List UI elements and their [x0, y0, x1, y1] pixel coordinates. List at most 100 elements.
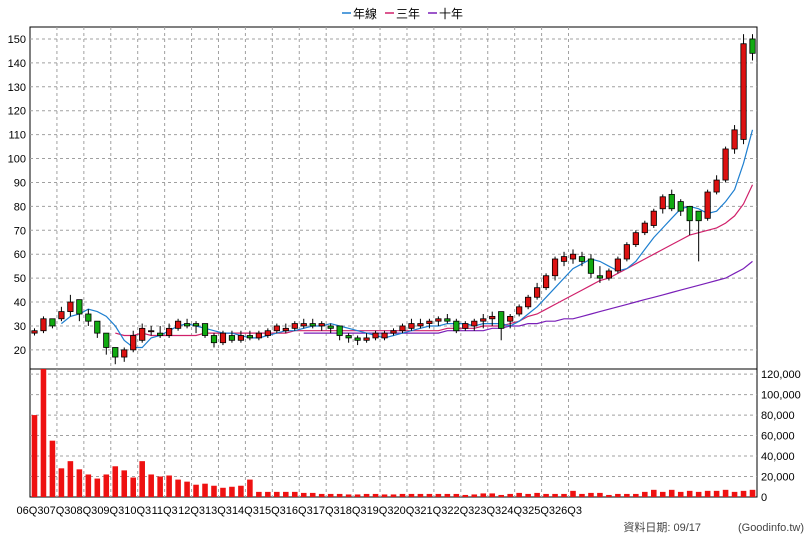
price-tick-label: 110 [8, 130, 26, 142]
candle-body [408, 323, 415, 329]
candle [67, 294, 74, 317]
volume-bar [444, 493, 451, 497]
price-tick-label: 100 [8, 154, 26, 166]
candle [157, 325, 164, 338]
candle [282, 323, 289, 334]
candle-body [731, 129, 738, 150]
volume-bar [184, 481, 190, 497]
candle [659, 194, 666, 214]
volume-bar [148, 474, 154, 497]
candle [166, 323, 173, 338]
volume-bar [283, 491, 289, 497]
candle [444, 313, 451, 324]
candle-body [94, 320, 101, 334]
price-tick-label: 120 [8, 106, 26, 118]
candle [31, 328, 38, 336]
quarter-label: 22Q3 [447, 505, 474, 517]
candle-body [246, 335, 253, 339]
candle-body [399, 325, 406, 332]
candle [704, 189, 711, 221]
volume-bar [381, 494, 388, 497]
candle [650, 208, 657, 228]
volume-bar [399, 493, 406, 497]
candle [273, 323, 280, 334]
volume-bar [713, 490, 720, 497]
candle-body [569, 253, 577, 260]
candle-body [192, 323, 200, 327]
candle [336, 325, 343, 341]
volume-bar [579, 493, 585, 497]
volume-bar [94, 478, 101, 497]
volume-bars [31, 369, 756, 497]
volume-bar [112, 466, 119, 497]
volume-tick-label: 60,000 [761, 431, 795, 443]
candle [632, 230, 639, 248]
volume-bar [471, 494, 478, 497]
volume-bar [67, 461, 74, 497]
candle-body [587, 258, 595, 274]
candle-body [417, 323, 424, 327]
candle [49, 318, 56, 329]
candle [587, 254, 595, 279]
volume-bar [740, 490, 747, 497]
quarter-label: 17Q3 [313, 505, 340, 517]
quarter-label: 16Q3 [286, 505, 313, 517]
candle-body [264, 330, 271, 336]
candle [94, 320, 101, 338]
volume-bar [247, 479, 253, 497]
candle-body [49, 318, 56, 327]
volume-bar [498, 494, 504, 497]
volume-bar [453, 493, 460, 497]
candle-body [201, 323, 209, 336]
candle [327, 323, 334, 334]
candle-body [336, 325, 343, 336]
candle [354, 335, 361, 346]
candle [130, 330, 137, 353]
candle [623, 242, 630, 262]
volume-tick-label: 40,000 [761, 451, 795, 463]
volume-bar [435, 493, 442, 497]
price-tick-label: 20 [14, 345, 26, 357]
candle [201, 323, 209, 338]
candle-body [291, 323, 298, 329]
volume-bar [480, 493, 487, 497]
volume-bar [363, 493, 370, 497]
candle [318, 321, 325, 331]
candle [139, 323, 146, 343]
volume-plot-frame [29, 368, 758, 498]
candle-body [363, 337, 370, 341]
volume-tick-label: 0 [761, 492, 767, 504]
quarter-label: 08Q3 [70, 505, 97, 517]
candle-body [578, 256, 586, 262]
quarter-label: 07Q3 [43, 505, 70, 517]
candle [219, 330, 227, 346]
legend-label: 三年 [396, 7, 420, 21]
candle-body [641, 222, 648, 234]
candle-body [614, 258, 621, 272]
candle-body [76, 299, 83, 315]
candle-body [426, 320, 433, 324]
candle-body [668, 194, 675, 210]
legend-label: 年線 [353, 6, 377, 21]
volume-bar [139, 461, 145, 497]
candle [417, 318, 424, 329]
quarter-label: 24Q3 [501, 505, 528, 517]
volume-bar [345, 494, 352, 497]
quarter-label: 06Q3 [17, 505, 44, 517]
candle-body [309, 323, 316, 327]
volume-tick-label: 120,000 [761, 369, 801, 381]
candle [345, 333, 352, 343]
candle [605, 268, 613, 281]
volume-bar [677, 491, 684, 497]
volume-bar [40, 369, 47, 497]
candle [749, 34, 756, 61]
volume-bar [130, 477, 136, 497]
volume-bar [642, 491, 648, 497]
candle-body [489, 315, 496, 320]
candle [731, 125, 738, 154]
candle-body [345, 335, 352, 339]
volume-bar [76, 469, 83, 497]
quarter-label: 26Q3 [555, 505, 582, 517]
candle [542, 273, 550, 291]
volume-bar [651, 489, 657, 497]
